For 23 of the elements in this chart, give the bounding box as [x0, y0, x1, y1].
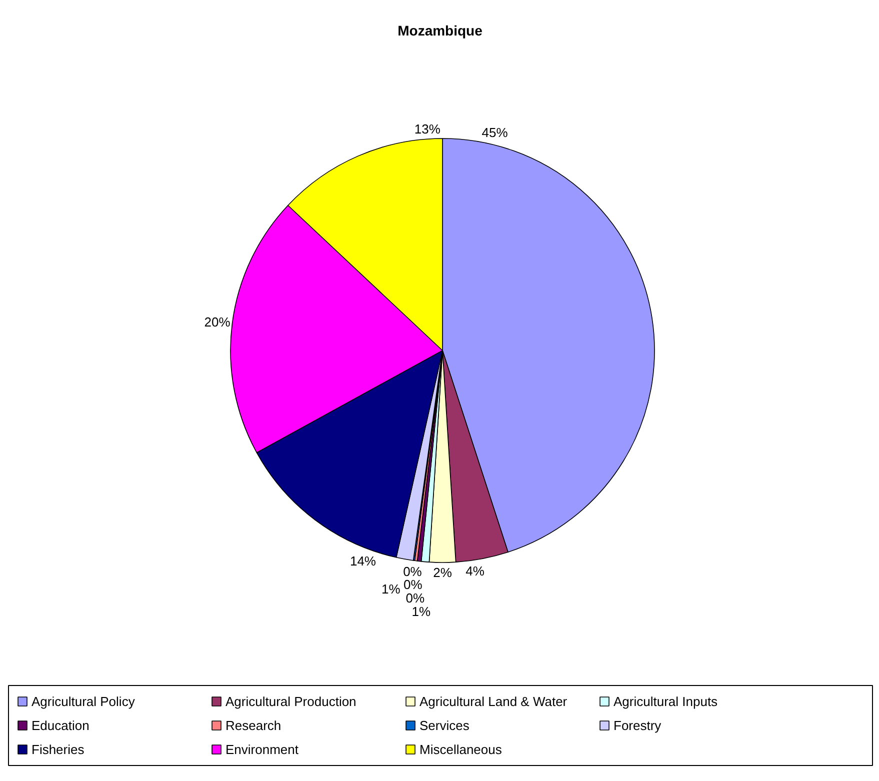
data-label: 20%: [204, 314, 231, 330]
legend-label: Fisheries: [32, 742, 85, 757]
data-label: 0%: [404, 577, 423, 592]
data-label: 13%: [414, 122, 441, 137]
legend-label: Agricultural Production: [226, 694, 356, 709]
legend-label: Miscellaneous: [420, 742, 502, 757]
chart-title: Mozambique: [398, 22, 483, 38]
data-label: 14%: [350, 553, 376, 568]
legend-label: Environment: [226, 742, 299, 757]
data-label: 4%: [466, 564, 485, 579]
legend-label: Agricultural Land & Water: [420, 694, 568, 709]
data-label: 2%: [433, 565, 452, 580]
data-label: 1%: [382, 581, 401, 596]
data-label: 1%: [412, 604, 431, 620]
legend-label: Agricultural Policy: [32, 694, 136, 709]
data-label: 0%: [403, 564, 422, 579]
legend-label: Education: [32, 718, 90, 733]
legend-label: Forestry: [614, 718, 662, 733]
legend-label: Research: [226, 718, 282, 733]
data-label: 45%: [482, 125, 508, 140]
legend-label: Services: [420, 718, 470, 733]
legend-label: Agricultural Inputs: [614, 694, 718, 709]
data-label: 0%: [406, 590, 426, 606]
